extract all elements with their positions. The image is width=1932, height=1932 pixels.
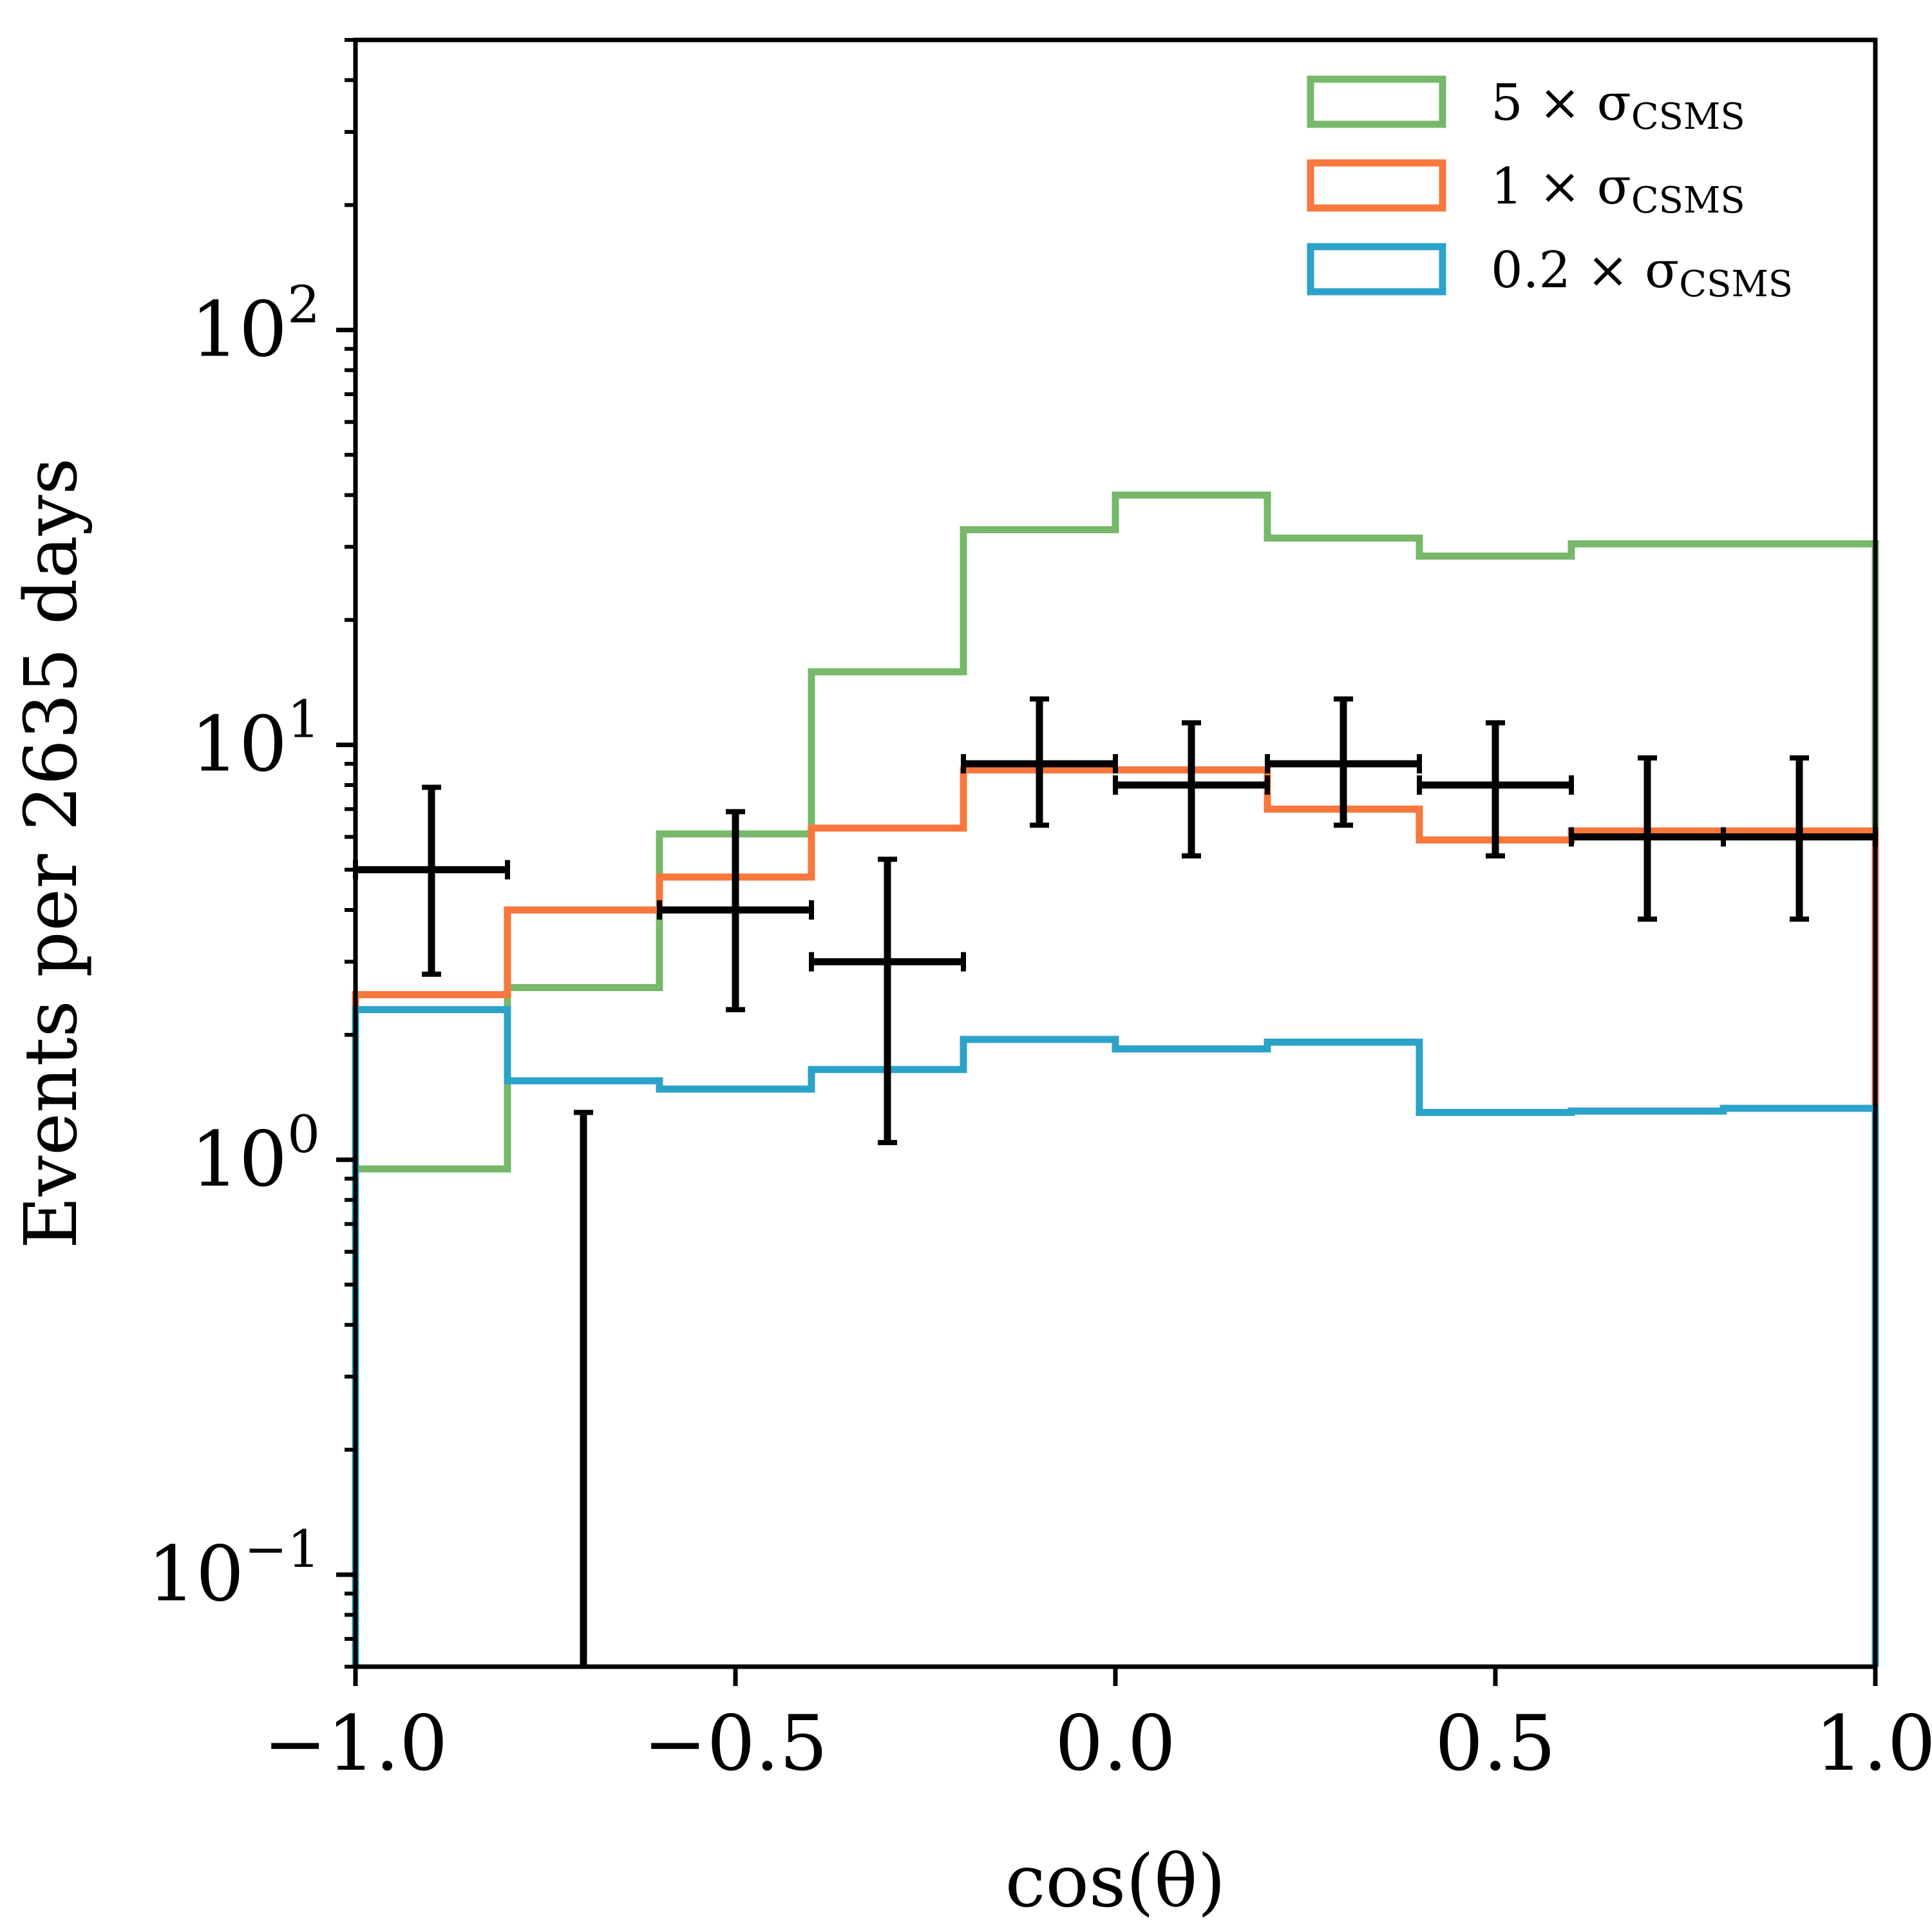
axes-layer: −1.0 −0.5 0.0 0.5 1.0 10−1 100 101 102 cos(θ) Even… — [10, 37, 1932, 1924]
legend-swatch — [1307, 75, 1446, 128]
data-point-5 — [1113, 720, 1270, 858]
data-point-9 — [1721, 755, 1878, 922]
legend-label: 1 × σCSMS — [1491, 158, 1745, 222]
legend-label: 5 × σCSMS — [1491, 74, 1745, 138]
legend-label: 0.2 × σCSMS — [1491, 242, 1793, 305]
data-point-3 — [809, 857, 966, 1146]
x-tick-label: 1.0 — [1815, 1699, 1932, 1788]
x-axis-label: cos(θ) — [1005, 1840, 1226, 1924]
data-point-1 — [574, 1110, 593, 1667]
data-points-layer — [353, 696, 1878, 1667]
data-point-4 — [961, 696, 1118, 828]
legend: 5 × σCSMS 1 × σCSMS 0.2 × σCSMS — [1307, 74, 1793, 305]
legend-item-2: 0.2 × σCSMS — [1307, 242, 1793, 305]
y-tick-label: 100 — [191, 1104, 320, 1204]
legend-item-0: 5 × σCSMS — [1307, 74, 1745, 138]
x-tick-label: −0.5 — [643, 1699, 828, 1788]
legend-swatch — [1307, 243, 1446, 296]
data-point-7 — [1417, 720, 1574, 858]
y-tick-label: 102 — [191, 274, 320, 374]
data-point-8 — [1569, 755, 1726, 922]
y-tick-label: 101 — [191, 690, 320, 789]
x-tick-label: 0.0 — [1055, 1699, 1176, 1788]
x-tick-label: −1.0 — [263, 1699, 448, 1788]
series-line-2 — [352, 1006, 1879, 1667]
y-axis-label: Events per 2635 days — [10, 458, 93, 1249]
series-line-0 — [352, 491, 1879, 1667]
y-tick-label: 10−1 — [147, 1519, 320, 1618]
data-point-6 — [1265, 696, 1422, 828]
x-tick-label: 0.5 — [1435, 1699, 1556, 1788]
legend-swatch — [1307, 159, 1446, 212]
data-point-2 — [657, 809, 814, 1012]
legend-item-1: 1 × σCSMS — [1307, 158, 1745, 222]
data-point-0 — [353, 784, 510, 977]
